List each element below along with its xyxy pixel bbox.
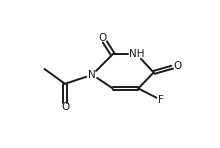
Text: NH: NH (129, 49, 144, 59)
Text: O: O (98, 33, 107, 43)
Text: O: O (61, 102, 69, 112)
Text: F: F (158, 95, 163, 105)
Text: O: O (173, 61, 182, 71)
Text: N: N (88, 70, 96, 80)
